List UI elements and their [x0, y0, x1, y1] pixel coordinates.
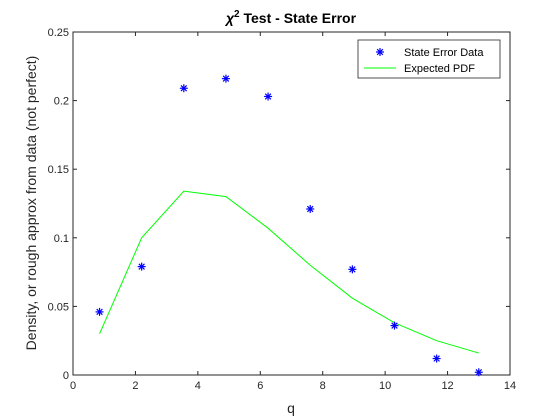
y-tick-label: 0.25: [48, 27, 69, 39]
data-point-state-error: [474, 368, 483, 377]
series-line-expected-pdf: [99, 190, 479, 354]
chart-title-superscript: 2: [234, 9, 240, 20]
legend-asterisk-icon: [376, 48, 384, 56]
data-point-state-error: [390, 321, 399, 330]
y-tick-label: 0.15: [48, 164, 69, 176]
x-tick-label: 10: [379, 380, 391, 392]
data-point-state-error: [264, 92, 273, 101]
data-point-state-error: [348, 265, 357, 274]
y-tick-label: 0: [63, 370, 69, 382]
chart-title-chi: χ: [224, 10, 235, 26]
data-point-state-error: [306, 204, 315, 213]
x-tick-label: 4: [195, 380, 201, 392]
data-point-state-error: [432, 354, 441, 363]
x-tick-label: 6: [257, 380, 263, 392]
legend: State Error Data Expected PDF: [357, 39, 501, 79]
data-point-state-error: [221, 74, 230, 83]
legend-label-expected-pdf: Expected PDF: [404, 63, 475, 75]
x-tick-label: 14: [504, 380, 516, 392]
data-series: [95, 74, 483, 377]
x-tick-label: 2: [132, 380, 138, 392]
data-point-state-error: [95, 307, 104, 316]
chart-title-text: Test - State Error: [240, 10, 357, 26]
axis-ticks: 0 2 4 6 8 10 12 14 0 0.05 0.1 0.15 0.2 0.25: [48, 27, 517, 392]
chart-title: χ2 Test - State Error: [224, 9, 357, 26]
y-tick-label: 0.1: [54, 233, 69, 245]
data-point-state-error: [179, 84, 188, 93]
x-axis-label: q: [287, 400, 295, 416]
y-tick-label: 0.2: [54, 96, 69, 108]
x-tick-label: 0: [70, 380, 76, 392]
y-tick-label: 0.05: [48, 301, 69, 313]
legend-marker-state-error-data: [376, 48, 384, 56]
data-point-state-error: [137, 262, 146, 271]
x-tick-label: 8: [320, 380, 326, 392]
y-axis-label: Density, or rough approx from data (not …: [23, 56, 39, 351]
legend-label-state-error-data: State Error Data: [404, 47, 484, 59]
x-tick-label: 12: [441, 380, 453, 392]
plot-area: [72, 31, 511, 376]
legend-box: [357, 39, 501, 79]
